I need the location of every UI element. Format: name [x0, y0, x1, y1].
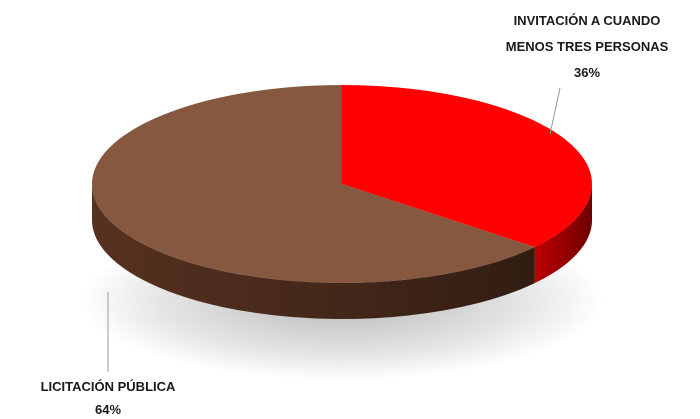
pie-side-shade-0	[534, 184, 592, 284]
slice-pct-invitacion: 36%	[574, 65, 600, 80]
slice-label-invitacion-line2: MENOS TRES PERSONAS	[506, 39, 669, 54]
slice-label-licitacion: LICITACIÓN PÚBLICA	[41, 379, 176, 394]
slice-pct-licitacion: 64%	[95, 402, 121, 417]
pie-tops	[91, 85, 592, 283]
pie-side-shade-1	[92, 184, 535, 319]
pie-slice-0	[342, 85, 592, 248]
pie-slice-1	[91, 85, 535, 283]
leader-line-invitacion	[549, 87, 561, 135]
pie-labels: INVITACIÓN A CUANDO MENOS TRES PERSONAS …	[41, 13, 669, 417]
slice-label-invitacion-line1: INVITACIÓN A CUANDO	[514, 13, 661, 28]
pie-sides	[92, 184, 592, 319]
